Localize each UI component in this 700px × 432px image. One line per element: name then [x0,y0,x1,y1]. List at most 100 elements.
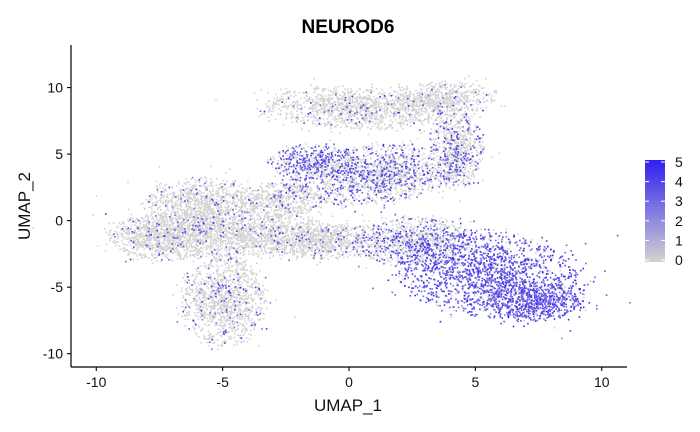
cell-point [393,114,396,117]
cell-point [302,147,305,149]
cell-point [482,87,485,89]
cell-point [478,91,480,93]
cell-point [350,174,353,177]
cell-point [294,206,296,209]
cell-point [379,116,381,118]
cell-point [285,211,288,213]
cell-point [377,179,379,182]
cell-point [285,116,288,119]
cell-point [316,85,318,88]
cell-point [463,177,465,180]
cell-point [198,200,201,203]
cell-point [438,146,441,148]
cell-point [187,181,190,183]
cell-point [476,94,478,97]
cell-point [396,148,398,150]
cell-point [345,154,348,156]
cell-point [263,202,265,205]
cell-point [359,105,362,107]
cell-point [225,219,228,222]
cell-point [450,131,452,133]
cell-point [382,177,384,180]
cell-point [355,189,357,191]
cell-point [240,196,243,198]
cell-point [325,103,328,106]
cell-point [343,108,346,111]
cell-point [430,139,433,142]
cell-point [261,197,263,200]
cell-point [385,96,387,99]
cell-point [299,188,301,190]
cell-point [265,103,267,105]
cell-point [452,132,455,134]
cell-point [330,168,333,170]
cell-point [348,115,351,117]
cell-point [389,100,392,102]
cell-point [190,211,192,214]
cell-point [493,99,496,102]
cell-point [296,172,299,174]
cell-point [442,146,445,149]
cell-point [381,94,384,96]
cell-point [421,114,424,116]
cell-point [329,170,332,173]
cell-point [233,195,235,198]
cell-point [468,75,470,78]
cell-point [448,165,451,167]
cell-point [272,195,274,198]
cell-point [450,93,453,95]
cell-point [207,185,210,187]
cell-point [314,110,317,112]
cell-point [316,175,319,177]
cell-point [445,125,448,128]
cell-point [332,91,335,93]
cell-point [133,247,135,250]
cell-point [425,98,428,100]
cell-point [215,184,217,186]
cell-point [242,220,244,223]
cell-point [296,121,298,123]
cell-point [342,103,344,106]
cell-point [446,118,448,120]
cell-point [341,91,344,93]
cell-point [437,133,440,135]
cell-point [304,150,306,153]
cell-point [306,182,309,184]
cell-point [249,198,252,200]
cell-point [341,121,343,123]
cell-point [315,201,318,204]
cell-point [297,190,300,193]
cell-point [258,115,260,118]
cell-point [259,196,262,199]
cell-point [472,83,475,85]
cell-point [297,206,299,208]
cell-point [320,106,323,109]
cell-point [218,205,220,208]
cell-point [388,194,391,196]
cell-point [311,201,314,203]
cell-point [324,193,326,196]
cell-point [309,207,312,210]
cell-point [369,97,372,100]
cell-point [411,113,414,116]
cell-point [345,107,348,109]
cell-point [453,151,456,154]
cell-point [358,87,361,90]
cell-point [467,144,470,147]
cell-point [364,121,367,123]
cell-point [218,214,221,217]
cell-point [190,242,193,245]
cell-point [269,197,271,199]
cell-point [326,124,328,126]
cell-point [308,98,310,100]
cell-point [380,163,383,166]
cell-point [458,155,460,157]
cell-point [304,205,307,207]
cell-point [323,174,325,176]
cell-point [268,110,270,112]
cell-point [495,92,498,94]
cell-point [422,172,424,174]
cell-point [371,145,374,148]
cell-point [430,167,432,170]
cell-point [454,149,457,152]
